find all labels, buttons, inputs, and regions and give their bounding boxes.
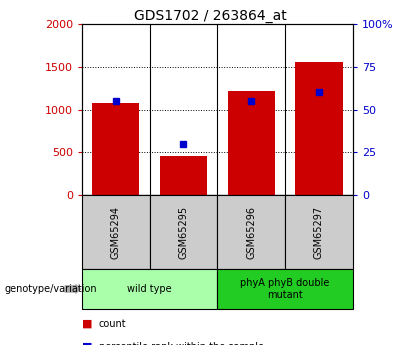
Text: GDS1702 / 263864_at: GDS1702 / 263864_at bbox=[134, 9, 286, 23]
Text: GSM65295: GSM65295 bbox=[178, 206, 189, 258]
Text: phyA phyB double
mutant: phyA phyB double mutant bbox=[240, 278, 330, 300]
Bar bbox=[92, 103, 139, 195]
Text: GSM65296: GSM65296 bbox=[246, 206, 256, 258]
Text: wild type: wild type bbox=[127, 284, 172, 294]
Text: GSM65294: GSM65294 bbox=[111, 206, 121, 258]
Text: percentile rank within the sample: percentile rank within the sample bbox=[99, 342, 264, 345]
Bar bbox=[228, 91, 275, 195]
Text: ■: ■ bbox=[82, 342, 92, 345]
Bar bbox=[295, 62, 343, 195]
Text: count: count bbox=[99, 319, 126, 329]
Text: GSM65297: GSM65297 bbox=[314, 206, 324, 258]
Bar bbox=[160, 156, 207, 195]
Text: genotype/variation: genotype/variation bbox=[4, 284, 97, 294]
Text: ■: ■ bbox=[82, 319, 92, 329]
